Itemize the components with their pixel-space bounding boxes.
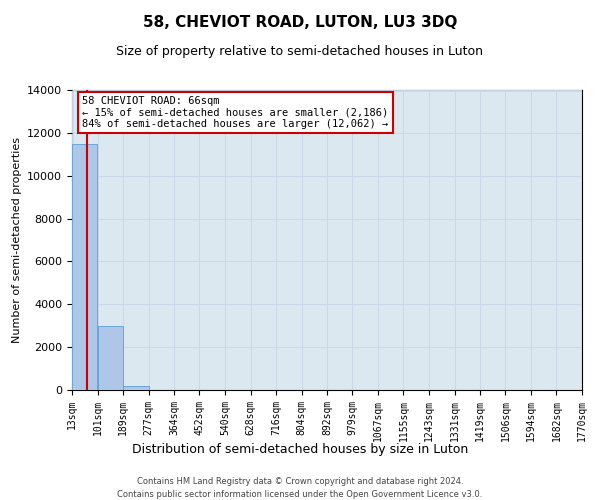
Text: Distribution of semi-detached houses by size in Luton: Distribution of semi-detached houses by … — [132, 442, 468, 456]
Y-axis label: Number of semi-detached properties: Number of semi-detached properties — [11, 137, 22, 343]
Bar — [123, 386, 149, 390]
Text: Contains public sector information licensed under the Open Government Licence v3: Contains public sector information licen… — [118, 490, 482, 499]
Bar — [98, 326, 123, 390]
Bar — [72, 144, 97, 390]
Text: 58 CHEVIOT ROAD: 66sqm
← 15% of semi-detached houses are smaller (2,186)
84% of : 58 CHEVIOT ROAD: 66sqm ← 15% of semi-det… — [82, 96, 388, 129]
Text: 58, CHEVIOT ROAD, LUTON, LU3 3DQ: 58, CHEVIOT ROAD, LUTON, LU3 3DQ — [143, 15, 457, 30]
Text: Size of property relative to semi-detached houses in Luton: Size of property relative to semi-detach… — [116, 45, 484, 58]
Text: Contains HM Land Registry data © Crown copyright and database right 2024.: Contains HM Land Registry data © Crown c… — [137, 478, 463, 486]
